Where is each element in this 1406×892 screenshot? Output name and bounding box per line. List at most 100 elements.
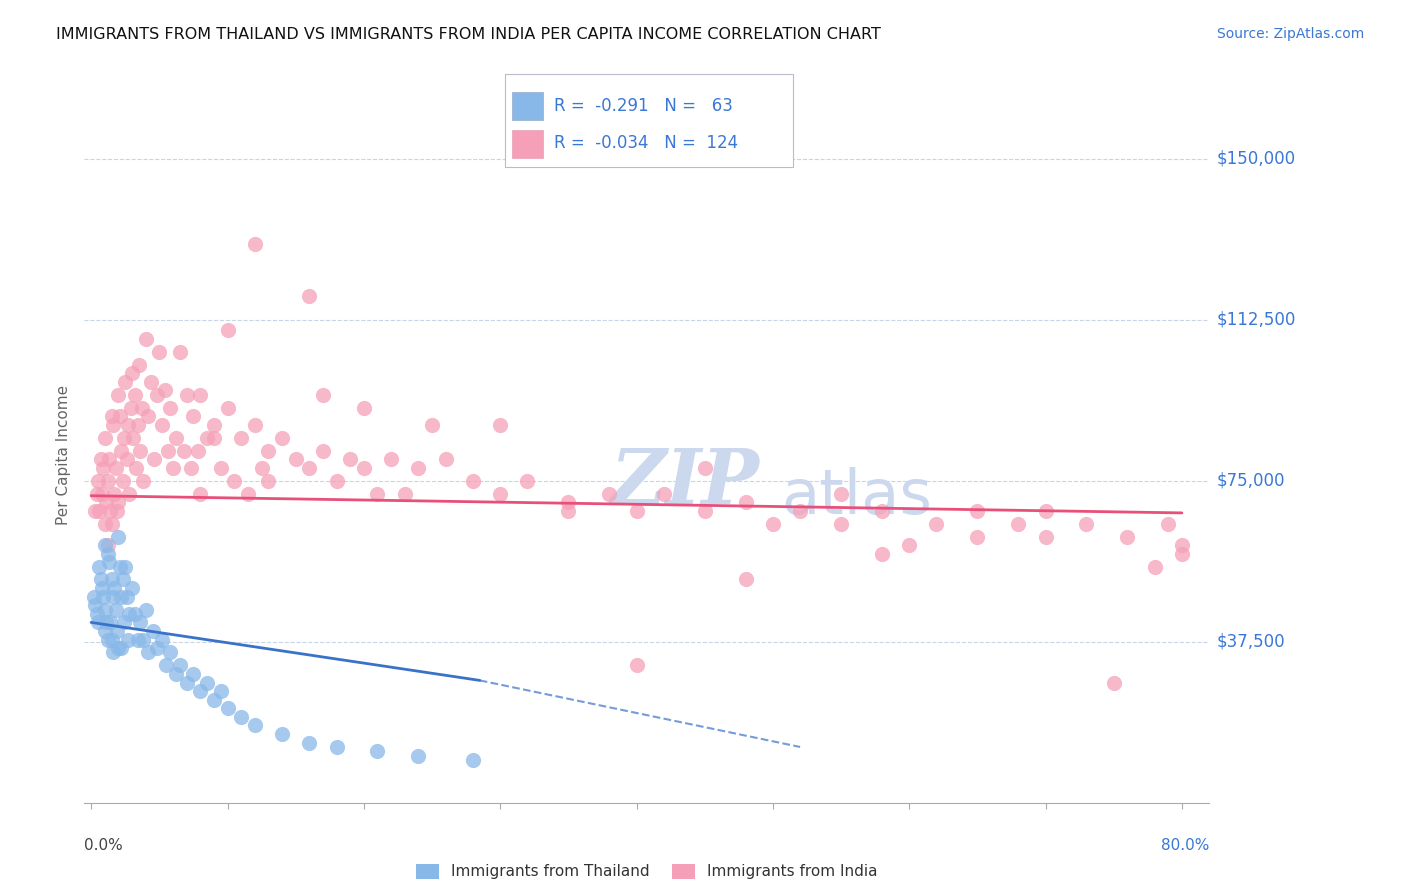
Text: R =  -0.291   N =   63: R = -0.291 N = 63	[554, 97, 733, 115]
Point	[145, 388, 167, 402]
Text: IMMIGRANTS FROM THAILAND VS IMMIGRANTS FROM INDIA PER CAPITA INCOME CORRELATION : IMMIGRANTS FROM THAILAND VS IMMIGRANTS F…	[56, 27, 882, 42]
Point	[118, 607, 141, 621]
Point	[111, 573, 134, 587]
Point	[1035, 529, 1057, 543]
Point	[250, 460, 273, 475]
Point	[101, 645, 124, 659]
Point	[155, 658, 177, 673]
Point	[173, 443, 195, 458]
Point	[461, 474, 484, 488]
Point	[762, 516, 785, 531]
Point	[127, 632, 149, 647]
Point	[209, 684, 232, 698]
Point	[312, 443, 335, 458]
Point	[96, 495, 118, 509]
Point	[195, 675, 218, 690]
Point	[298, 289, 321, 303]
Point	[408, 748, 430, 763]
Point	[121, 367, 143, 381]
Point	[100, 632, 122, 647]
Point	[243, 417, 266, 432]
Point	[127, 417, 149, 432]
Point	[626, 658, 648, 673]
Text: $75,000: $75,000	[1216, 472, 1285, 490]
Point	[96, 632, 118, 647]
Point	[96, 474, 118, 488]
Point	[89, 504, 111, 518]
Point	[925, 516, 948, 531]
Point	[114, 559, 136, 574]
Point	[325, 739, 347, 754]
Point	[98, 504, 121, 518]
Point	[394, 486, 416, 500]
Point	[966, 504, 988, 518]
Point	[243, 718, 266, 732]
Point	[86, 607, 108, 621]
Point	[150, 632, 173, 647]
Point	[183, 667, 205, 681]
Point	[90, 452, 112, 467]
Point	[626, 504, 648, 518]
Point	[434, 452, 457, 467]
Point	[84, 504, 107, 518]
Point	[652, 486, 675, 500]
Point	[91, 486, 114, 500]
Point	[159, 645, 181, 659]
Text: $112,500: $112,500	[1216, 310, 1295, 328]
Point	[271, 431, 294, 445]
Point	[110, 590, 132, 604]
Point	[195, 431, 218, 445]
Text: 0.0%: 0.0%	[84, 838, 124, 854]
Point	[97, 452, 120, 467]
Point	[516, 474, 538, 488]
Point	[209, 460, 232, 475]
Point	[693, 504, 716, 518]
Point	[461, 753, 484, 767]
Point	[138, 409, 160, 424]
Point	[141, 375, 163, 389]
Point	[176, 675, 198, 690]
Point	[115, 452, 138, 467]
Point	[142, 452, 165, 467]
Point	[243, 237, 266, 252]
Point	[231, 431, 253, 445]
Point	[231, 710, 253, 724]
Point	[112, 615, 135, 630]
Point	[135, 602, 157, 616]
Point	[131, 401, 153, 415]
Point	[557, 504, 579, 518]
Point	[91, 581, 114, 595]
Point	[100, 516, 122, 531]
Point	[105, 624, 128, 638]
Y-axis label: Per Capita Income: Per Capita Income	[56, 384, 72, 525]
Point	[169, 658, 191, 673]
Point	[202, 692, 225, 706]
Point	[135, 332, 157, 346]
Point	[132, 632, 155, 647]
Point	[107, 641, 129, 656]
Point	[86, 486, 108, 500]
Point	[141, 624, 163, 638]
Point	[188, 684, 211, 698]
Point	[257, 443, 280, 458]
Point	[734, 495, 756, 509]
Point	[1007, 516, 1029, 531]
Point	[111, 474, 134, 488]
Point	[122, 431, 145, 445]
Point	[94, 602, 117, 616]
Point	[598, 486, 620, 500]
Point	[830, 486, 852, 500]
Point	[101, 590, 124, 604]
Point	[120, 401, 142, 415]
Point	[90, 573, 112, 587]
Point	[108, 559, 131, 574]
Point	[1076, 516, 1098, 531]
Point	[408, 460, 430, 475]
Point	[104, 460, 127, 475]
Point	[110, 641, 132, 656]
Point	[693, 460, 716, 475]
Point	[870, 547, 893, 561]
Point	[128, 358, 150, 372]
Point	[103, 581, 125, 595]
Point	[94, 624, 117, 638]
